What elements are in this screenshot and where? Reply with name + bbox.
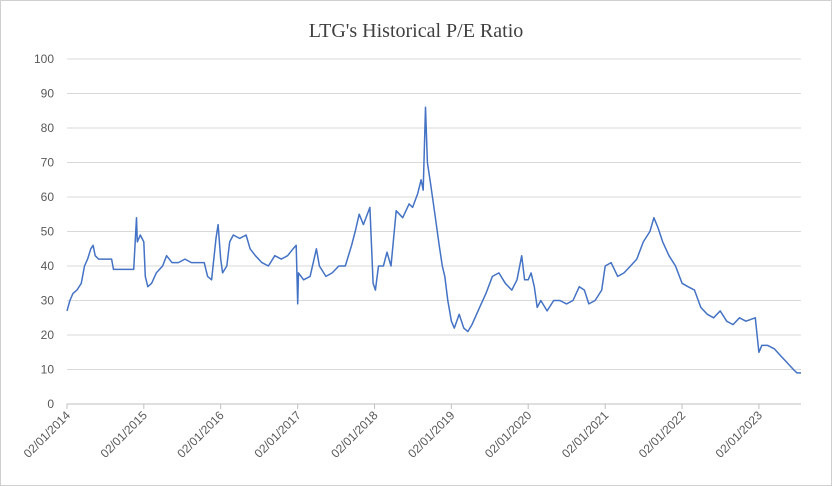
y-axis-ticks: 0 10 20 30 40 50 60 70 80 90 100 [34, 52, 54, 411]
x-tick-label: 02/01/2019 [405, 408, 458, 461]
y-tick-label: 90 [41, 87, 55, 101]
x-tick-label: 02/01/2022 [636, 408, 689, 461]
x-axis-ticks: 02/01/2014 02/01/2015 02/01/2016 02/01/2017… [21, 404, 765, 461]
y-tick-label: 70 [41, 156, 55, 170]
x-tick-label: 02/01/2017 [251, 408, 304, 461]
y-tick-label: 60 [41, 190, 55, 204]
y-tick-label: 10 [41, 363, 55, 377]
y-tick-label: 30 [41, 294, 55, 308]
x-tick-label: 02/01/2016 [174, 408, 227, 461]
x-tick-label: 02/01/2015 [98, 408, 151, 461]
y-tick-label: 100 [34, 52, 54, 66]
x-tick-label: 02/01/2014 [21, 408, 74, 461]
y-tick-label: 20 [41, 328, 55, 342]
y-tick-label: 0 [47, 397, 54, 411]
x-tick-label: 02/01/2020 [482, 408, 535, 461]
y-tick-label: 50 [41, 225, 55, 239]
x-tick-label: 02/01/2023 [713, 408, 766, 461]
chart-title: LTG's Historical P/E Ratio [309, 20, 524, 42]
y-tick-label: 80 [41, 121, 55, 135]
series-layer [66, 106, 801, 374]
gridlines [67, 58, 801, 405]
x-tick-label: 02/01/2018 [328, 408, 381, 461]
y-tick-label: 40 [41, 259, 55, 273]
x-tick-label: 02/01/2021 [559, 408, 612, 461]
pe-ratio-line [66, 106, 801, 374]
